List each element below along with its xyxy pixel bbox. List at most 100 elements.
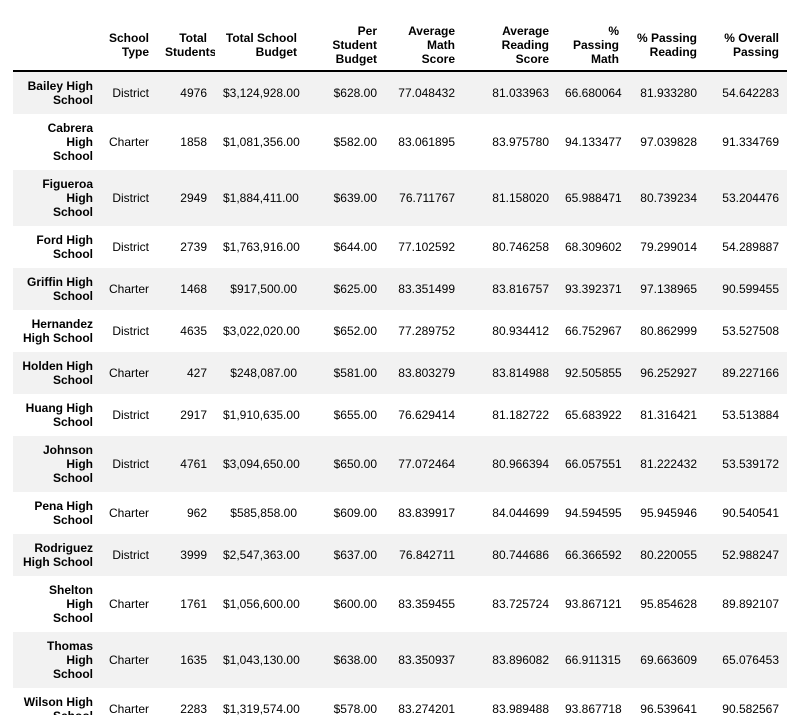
column-header-5: Average Reading Score bbox=[463, 20, 557, 72]
row-header-school-name: Cabrera High School bbox=[47, 121, 93, 163]
cell-type: District bbox=[112, 548, 149, 562]
cell-type: District bbox=[112, 86, 149, 100]
row-header-school-name: Pena High School bbox=[34, 499, 93, 527]
table-row: Pena High School Charter 962 $585,858.00 $60… bbox=[13, 492, 787, 534]
cell-per_student: $639.00 bbox=[333, 191, 377, 205]
cell-pct_reading: 80.739234 bbox=[640, 191, 697, 205]
cell-per_student: $609.00 bbox=[333, 506, 377, 520]
cell-budget: $1,763,916.00 bbox=[223, 240, 300, 254]
cell-avg_reading: 81.182722 bbox=[492, 408, 549, 422]
row-header-school-name: Bailey High School bbox=[27, 79, 93, 107]
cell-type: District bbox=[112, 191, 149, 205]
cell-type: District bbox=[112, 457, 149, 471]
cell-per_student: $600.00 bbox=[333, 597, 377, 611]
cell-students: 2917 bbox=[180, 408, 207, 422]
cell-pct_overall: 53.539172 bbox=[722, 457, 779, 471]
cell-avg_reading: 83.814988 bbox=[492, 366, 549, 380]
row-header-school-name: Wilson High School bbox=[23, 695, 93, 715]
cell-students: 2739 bbox=[180, 240, 207, 254]
cell-budget: $1,056,600.00 bbox=[223, 597, 300, 611]
cell-pct_overall: 53.513884 bbox=[722, 408, 779, 422]
cell-pct_overall: 52.988247 bbox=[722, 548, 779, 562]
cell-pct_reading: 80.220055 bbox=[640, 548, 697, 562]
header-row: School Type Total Students Total School Bu… bbox=[13, 20, 787, 72]
cell-pct_overall: 91.334769 bbox=[722, 135, 779, 149]
cell-budget: $3,094,650.00 bbox=[223, 457, 300, 471]
cell-pct_overall: 53.204476 bbox=[722, 191, 779, 205]
table-header: School Type Total Students Total School Bu… bbox=[13, 20, 787, 72]
cell-pct_math: 66.057551 bbox=[565, 457, 622, 471]
cell-pct_overall: 54.289887 bbox=[722, 240, 779, 254]
cell-avg_math: 83.274201 bbox=[398, 702, 455, 715]
cell-students: 2283 bbox=[180, 702, 207, 715]
table-row: Bailey High School District 4976 $3,124,928… bbox=[13, 71, 787, 114]
cell-pct_math: 66.911315 bbox=[565, 653, 621, 667]
cell-pct_overall: 65.076453 bbox=[722, 653, 779, 667]
cell-avg_reading: 80.934412 bbox=[492, 324, 549, 338]
cell-students: 3999 bbox=[180, 548, 207, 562]
cell-budget: $1,319,574.00 bbox=[223, 702, 300, 715]
cell-type: Charter bbox=[109, 597, 150, 611]
cell-pct_math: 93.867121 bbox=[565, 597, 622, 611]
table-row: Ford High School District 2739 $1,763,916.0… bbox=[13, 226, 787, 268]
cell-avg_reading: 83.989488 bbox=[492, 702, 549, 715]
cell-pct_math: 66.366592 bbox=[565, 548, 622, 562]
cell-type: Charter bbox=[109, 506, 150, 520]
cell-budget: $3,022,020.00 bbox=[223, 324, 300, 338]
column-header-0: School Type bbox=[101, 20, 157, 72]
cell-pct_math: 65.683922 bbox=[565, 408, 622, 422]
cell-students: 427 bbox=[186, 366, 207, 380]
cell-budget: $585,858.00 bbox=[230, 506, 297, 520]
cell-pct_reading: 81.222432 bbox=[640, 457, 697, 471]
school-summary-table: School Type Total Students Total School Bu… bbox=[13, 20, 787, 715]
column-header-7: % Passing Reading bbox=[627, 20, 705, 72]
cell-avg_reading: 83.816757 bbox=[492, 282, 549, 296]
cell-budget: $3,124,928.00 bbox=[223, 86, 300, 100]
cell-pct_math: 92.505855 bbox=[565, 366, 622, 380]
table-body: Bailey High School District 4976 $3,124,928… bbox=[13, 71, 787, 715]
cell-budget: $1,884,411.00 bbox=[223, 191, 299, 205]
cell-pct_overall: 89.892107 bbox=[722, 597, 779, 611]
cell-students: 2949 bbox=[180, 191, 207, 205]
cell-avg_reading: 83.725724 bbox=[492, 597, 549, 611]
row-header-school-name: Figueroa High School bbox=[42, 177, 93, 219]
row-header-school-name: Rodriguez High School bbox=[23, 541, 93, 569]
index-column-header bbox=[13, 20, 101, 72]
cell-type: Charter bbox=[109, 282, 150, 296]
cell-avg_reading: 84.044699 bbox=[492, 506, 549, 520]
table-row: Hernandez High School District 4635 $3,022,… bbox=[13, 310, 787, 352]
cell-pct_reading: 95.945946 bbox=[640, 506, 697, 520]
cell-pct_reading: 96.252927 bbox=[640, 366, 697, 380]
cell-pct_math: 93.392371 bbox=[565, 282, 622, 296]
cell-per_student: $625.00 bbox=[333, 282, 377, 296]
cell-students: 1761 bbox=[180, 597, 207, 611]
cell-budget: $248,087.00 bbox=[230, 366, 297, 380]
cell-students: 1635 bbox=[180, 653, 207, 667]
row-header-school-name: Hernandez High School bbox=[23, 317, 93, 345]
cell-students: 4761 bbox=[180, 457, 207, 471]
cell-avg_math: 83.839917 bbox=[398, 506, 455, 520]
row-header-school-name: Holden High School bbox=[22, 359, 93, 387]
cell-pct_math: 66.752967 bbox=[565, 324, 622, 338]
column-header-1: Total Students bbox=[157, 20, 215, 72]
cell-pct_reading: 97.138965 bbox=[640, 282, 697, 296]
cell-pct_overall: 89.227166 bbox=[722, 366, 779, 380]
cell-pct_overall: 53.527508 bbox=[722, 324, 779, 338]
cell-avg_math: 77.102592 bbox=[398, 240, 455, 254]
cell-avg_math: 76.629414 bbox=[398, 408, 455, 422]
cell-avg_reading: 83.975780 bbox=[492, 135, 549, 149]
cell-students: 962 bbox=[186, 506, 207, 520]
table-row: Cabrera High School Charter 1858 $1,081,356… bbox=[13, 114, 787, 170]
cell-budget: $2,547,363.00 bbox=[223, 548, 300, 562]
cell-pct_reading: 97.039828 bbox=[640, 135, 697, 149]
cell-avg_math: 83.350937 bbox=[398, 653, 455, 667]
cell-budget: $917,500.00 bbox=[230, 282, 297, 296]
cell-per_student: $650.00 bbox=[333, 457, 377, 471]
cell-students: 1858 bbox=[180, 135, 207, 149]
cell-avg_reading: 80.746258 bbox=[492, 240, 549, 254]
cell-students: 4635 bbox=[180, 324, 207, 338]
cell-pct_reading: 69.663609 bbox=[640, 653, 697, 667]
cell-pct_reading: 80.862999 bbox=[640, 324, 697, 338]
cell-per_student: $582.00 bbox=[333, 135, 377, 149]
